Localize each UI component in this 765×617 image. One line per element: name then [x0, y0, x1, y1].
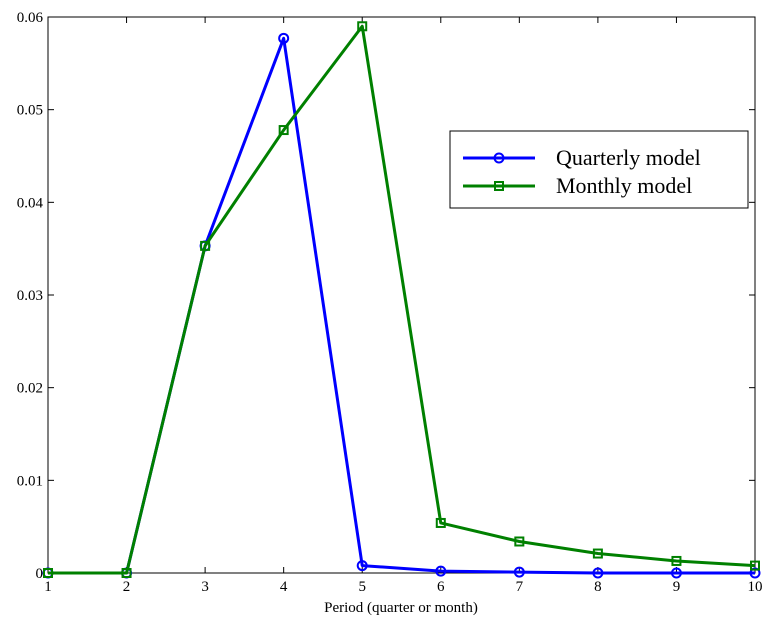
x-axis-label: Period (quarter or month): [324, 600, 478, 616]
x-tick-label: 1: [44, 579, 52, 595]
series-layer: [42, 21, 761, 579]
y-tick-label: 0.02: [17, 381, 43, 397]
x-tick-label: 6: [437, 579, 445, 595]
y-tick-label: 0.06: [17, 10, 44, 26]
monthly-model-point: [592, 548, 603, 559]
quarterly-model-point: [356, 560, 368, 572]
x-tick-label: 10: [748, 579, 763, 595]
y-axis: 0 0.01 0.02 0.03 0.04 0.05 0.06: [17, 10, 755, 582]
monthly-model-point: [200, 240, 211, 251]
quarterly-model-point: [435, 565, 447, 577]
monthly-model-point: [514, 536, 525, 547]
y-tick-label: 0.03: [17, 288, 43, 304]
monthly-model-point: [121, 568, 132, 578]
legend-quarterly-model-marker: [493, 152, 505, 164]
monthly-model-point: [278, 125, 289, 136]
quarterly-model-point: [513, 566, 525, 578]
legend-monthly-model-label: Monthly model: [556, 173, 692, 198]
monthly-model-point: [435, 517, 446, 528]
x-axis: 1 2 3 4 5 6 7 8 9 10: [44, 17, 763, 595]
x-tick-label: 3: [201, 579, 209, 595]
monthly-model-point: [750, 560, 760, 571]
quarterly-model-point: [670, 567, 682, 579]
quarterly-model-point: [278, 32, 290, 44]
monthly-model-line: [48, 24, 756, 575]
monthly-model-point: [671, 555, 682, 566]
legend-box: [449, 130, 749, 209]
monthly-model-point: [43, 568, 53, 578]
quarterly-model-point: [592, 567, 604, 579]
y-tick-label: 0: [36, 566, 44, 582]
plot-frame: [47, 16, 756, 574]
legend-quarterly-model-label: Quarterly model: [556, 145, 701, 170]
x-tick-label: 7: [516, 579, 524, 595]
x-tick-label: 5: [358, 579, 366, 595]
x-tick-label: 8: [594, 579, 602, 595]
quarterly-model-point: [749, 567, 761, 579]
x-tick-label: 4: [280, 579, 288, 595]
legend-monthly-model-marker: [494, 181, 504, 191]
y-tick-label: 0.01: [17, 473, 43, 489]
y-tick-label: 0.04: [17, 195, 44, 211]
y-tick-label: 0.05: [17, 103, 43, 119]
x-tick-label: 9: [673, 579, 681, 595]
legend: Quarterly model Monthly model: [449, 130, 749, 209]
x-tick-label: 2: [123, 579, 131, 595]
monthly-model-point: [357, 21, 368, 32]
